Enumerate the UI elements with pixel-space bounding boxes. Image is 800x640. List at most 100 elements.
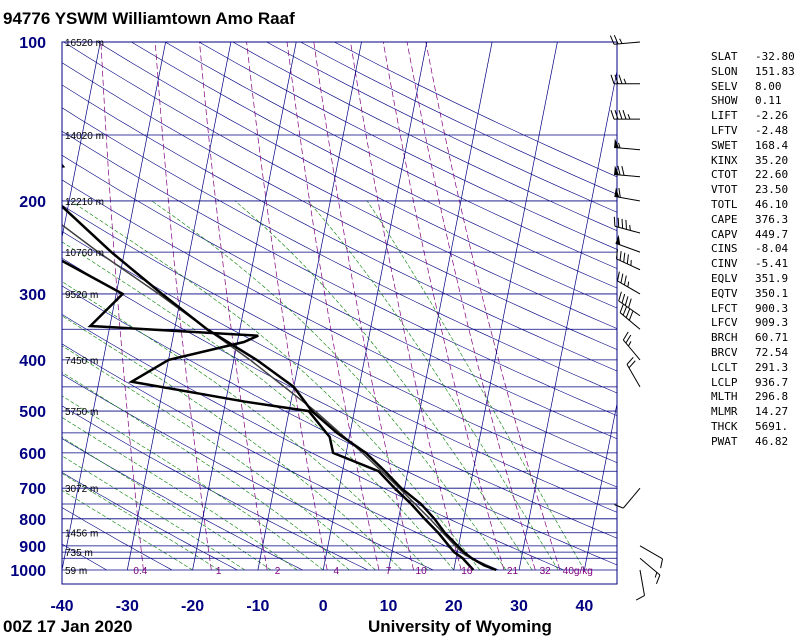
dry-adiabat [62, 130, 617, 416]
index-key: CAPV [711, 227, 738, 241]
moist-adiabat [62, 455, 245, 571]
index-row-capv: CAPV 449.7 [711, 228, 795, 242]
dry-adiabat [62, 84, 617, 372]
isotherm-line [322, 42, 428, 571]
mixing-ratio-label: 2 [275, 566, 281, 577]
index-row-ctot: CTOT 22.60 [711, 168, 795, 182]
index-value: 46.10 [755, 198, 789, 211]
index-row-lclt: LCLT 291.3 [711, 361, 795, 375]
index-value: 72.54 [755, 346, 789, 359]
dry-adiabat [198, 42, 617, 250]
wind-barb [614, 187, 641, 202]
index-row-selv: SELV 8.00 [711, 80, 795, 94]
pressure-tick-label: 100 [19, 35, 46, 52]
pressure-tick-label: 600 [19, 446, 46, 463]
pressure-tick-label: 400 [19, 353, 46, 370]
index-value: 168.4 [755, 138, 789, 152]
index-row-show: SHOW 0.11 [711, 94, 795, 108]
index-key: LFCT [711, 301, 738, 315]
wind-barbs [609, 35, 664, 601]
index-value: 5691. [755, 420, 789, 433]
index-row-slon: SLON 151.83 [711, 65, 795, 79]
index-key: SLON [711, 64, 738, 78]
isobar-lines [62, 41, 617, 571]
pressure-tick-label: 700 [19, 481, 46, 498]
index-key: LIFT [711, 109, 738, 123]
index-value: 291.3 [755, 360, 789, 374]
index-key: MLMR [711, 405, 738, 419]
wind-barb [635, 569, 646, 601]
moist-adiabat [62, 345, 376, 571]
index-row-pwat: PWAT 46.82 [711, 435, 795, 449]
mixing-ratio-label: 40g/kg [563, 566, 593, 577]
mixing-ratio-line [425, 42, 561, 571]
index-value: -8.04 [755, 242, 789, 256]
index-key: VTOT [711, 183, 738, 197]
dry-adiabat [62, 179, 617, 463]
index-key: TOTL [711, 198, 738, 211]
index-row-lift: LIFT -2.26 [711, 109, 795, 123]
index-value: -2.26 [755, 109, 789, 123]
isotherm-line [192, 42, 297, 571]
mixing-ratio-label: 4 [333, 566, 339, 577]
height-label: 9520 m [65, 290, 98, 301]
moist-adiabat [366, 200, 585, 571]
wind-barb [639, 545, 664, 569]
index-row-cins: CINS -8.04 [711, 242, 795, 256]
dry-adiabat [131, 42, 617, 289]
index-row-mlth: MLTH 296.8 [711, 390, 795, 404]
dewpoint-line [62, 259, 475, 571]
dry-adiabat [62, 405, 369, 571]
wind-barb [613, 216, 641, 234]
height-labels: 16520 m 14020 m 12210 m 10760 m 9520 m 7450 m… [65, 38, 104, 577]
dry-adiabat [62, 204, 617, 488]
index-value: 900.3 [755, 301, 789, 315]
temperature-tick-label: -30 [116, 598, 139, 615]
wind-barb [615, 234, 641, 253]
isotherm-line [257, 42, 362, 571]
wind-barb [614, 165, 641, 178]
index-key: LCLT [711, 360, 738, 374]
index-value: 936.7 [755, 375, 789, 389]
index-value: 14.27 [755, 405, 789, 419]
observation-time: 00Z 17 Jan 2020 [3, 617, 133, 636]
mixing-ratio-label: 1 [216, 566, 222, 577]
index-row-brcv: BRCV 72.54 [711, 346, 795, 360]
height-label: 59 m [65, 566, 87, 577]
height-label: 3072 m [65, 484, 98, 495]
pressure-tick-label: 300 [19, 287, 46, 304]
index-row-lclp: LCLP 936.7 [711, 376, 795, 390]
index-row-lfcv: LFCV 909.3 [711, 316, 795, 330]
index-row-eqtv: EQTV 350.1 [711, 287, 795, 301]
dry-adiabat [62, 62, 617, 350]
index-row-eqlv: EQLV 351.9 [711, 272, 795, 286]
wind-barb [616, 271, 641, 295]
mixing-ratio-label: 32 [540, 566, 552, 577]
isotherm-line [584, 401, 617, 571]
mixing-ratio-line [154, 42, 212, 571]
wind-barb [622, 331, 641, 361]
index-key: LCLP [711, 375, 738, 389]
isotherm-line [518, 69, 617, 571]
index-value: -5.41 [755, 257, 789, 271]
dry-adiabat [62, 257, 617, 539]
mixing-ratio-line [100, 42, 144, 571]
height-label: 5750 m [65, 407, 98, 418]
index-value: 909.3 [755, 316, 789, 330]
pressure-tick-label: 900 [19, 539, 46, 556]
chart-title: 94776 YSWM Williamtown Amo Raaf [3, 9, 295, 28]
plot-frame [61, 41, 618, 585]
index-key: PWAT [711, 434, 738, 448]
index-key: CINS [711, 242, 738, 256]
mixing-ratio-label: 0.4 [133, 566, 147, 577]
moist-adiabat [62, 473, 219, 571]
moist-adiabat [62, 395, 324, 571]
wind-barb [639, 557, 661, 584]
index-value: 46.82 [755, 434, 789, 448]
index-row-swet: SWET 168.4 [711, 139, 795, 153]
isotherm-line [453, 42, 558, 571]
height-label: 10760 m [65, 248, 104, 259]
height-label: 7450 m [65, 356, 98, 367]
temperature-tick-label: 10 [380, 598, 398, 615]
mixing-ratio-line [286, 42, 380, 571]
